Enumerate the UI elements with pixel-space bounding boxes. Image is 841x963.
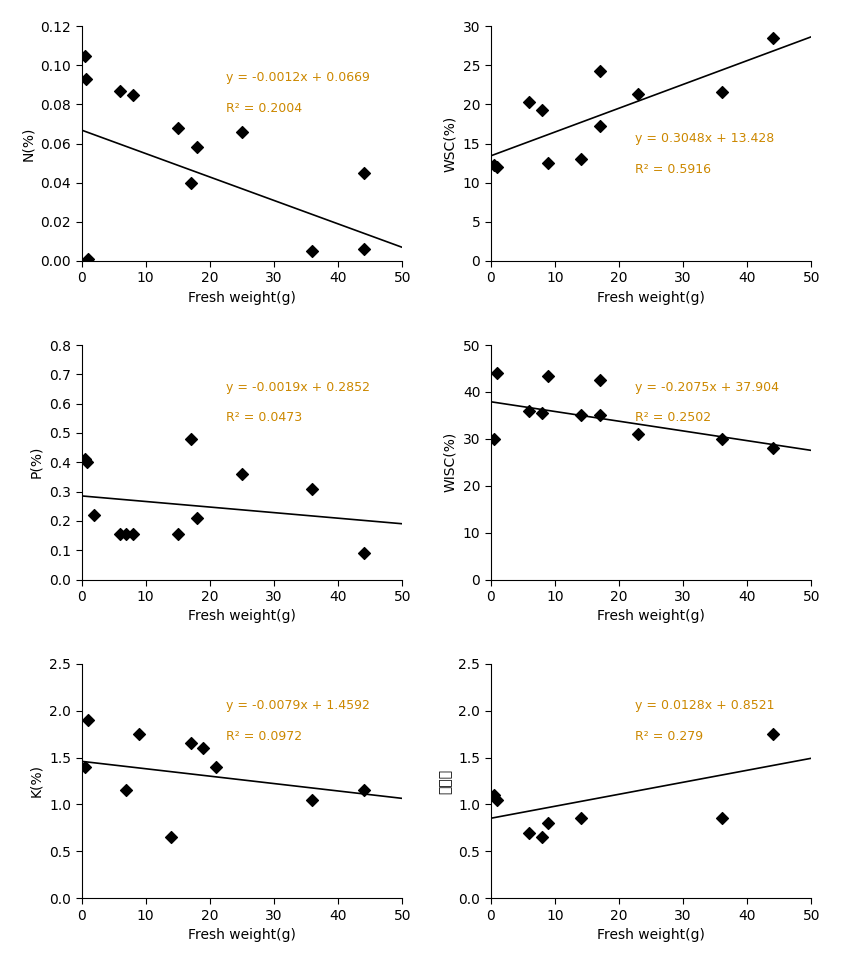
Point — [235, 466, 249, 482]
Point — [536, 829, 549, 845]
Text: R² = 0.0972: R² = 0.0972 — [226, 730, 302, 742]
X-axis label: Fresh weight(g): Fresh weight(g) — [188, 291, 296, 305]
Point — [209, 759, 223, 774]
Point — [190, 510, 204, 526]
Point — [574, 811, 587, 826]
Y-axis label: K(%): K(%) — [29, 765, 44, 797]
Text: R² = 0.0473: R² = 0.0473 — [226, 411, 302, 425]
Point — [536, 405, 549, 421]
X-axis label: Fresh weight(g): Fresh weight(g) — [597, 928, 705, 942]
Point — [766, 31, 780, 46]
Point — [536, 102, 549, 117]
Point — [197, 741, 210, 756]
Y-axis label: WSC(%): WSC(%) — [443, 116, 458, 171]
Point — [114, 83, 127, 98]
Point — [542, 816, 555, 831]
Point — [542, 368, 555, 383]
Point — [126, 527, 140, 542]
Text: R² = 0.2502: R² = 0.2502 — [635, 411, 711, 425]
Point — [119, 783, 133, 798]
Text: y = -0.2075x + 37.904: y = -0.2075x + 37.904 — [635, 380, 779, 394]
Point — [184, 175, 198, 191]
Point — [357, 166, 371, 181]
Point — [542, 155, 555, 170]
Y-axis label: 사포닌: 사포닌 — [439, 768, 452, 794]
Point — [715, 85, 728, 100]
Point — [574, 151, 587, 167]
Point — [632, 427, 645, 442]
Point — [593, 117, 606, 133]
Point — [306, 792, 320, 807]
Point — [82, 251, 95, 267]
Point — [78, 759, 92, 774]
Point — [593, 407, 606, 423]
Point — [593, 64, 606, 79]
Point — [79, 71, 93, 87]
Point — [487, 158, 500, 173]
Point — [357, 242, 371, 257]
Point — [114, 527, 127, 542]
Point — [632, 87, 645, 102]
Point — [126, 87, 140, 102]
Point — [171, 527, 184, 542]
Point — [306, 481, 320, 496]
Point — [490, 792, 504, 807]
Point — [715, 431, 728, 447]
Text: R² = 0.279: R² = 0.279 — [635, 730, 703, 742]
Point — [522, 403, 536, 418]
Point — [78, 452, 92, 467]
Point — [80, 455, 93, 470]
Point — [184, 431, 198, 447]
Text: R² = 0.5916: R² = 0.5916 — [635, 163, 711, 176]
Point — [490, 159, 504, 174]
Y-axis label: WISC(%): WISC(%) — [443, 432, 458, 492]
Text: y = -0.0019x + 0.2852: y = -0.0019x + 0.2852 — [226, 380, 370, 394]
Point — [235, 124, 249, 140]
Text: R² = 0.2004: R² = 0.2004 — [226, 102, 302, 115]
Y-axis label: P(%): P(%) — [29, 446, 44, 479]
Point — [133, 726, 146, 742]
Point — [487, 431, 500, 447]
Point — [184, 736, 198, 751]
Point — [165, 829, 178, 845]
Point — [306, 244, 320, 259]
Point — [357, 545, 371, 560]
Point — [171, 120, 184, 136]
Point — [574, 407, 587, 423]
Text: y = 0.3048x + 13.428: y = 0.3048x + 13.428 — [635, 132, 775, 145]
Point — [593, 373, 606, 388]
X-axis label: Fresh weight(g): Fresh weight(g) — [597, 291, 705, 305]
Point — [119, 527, 133, 542]
Point — [487, 788, 500, 803]
Y-axis label: N(%): N(%) — [21, 126, 34, 161]
Point — [82, 713, 95, 728]
Text: y = 0.0128x + 0.8521: y = 0.0128x + 0.8521 — [635, 699, 775, 713]
Point — [522, 825, 536, 841]
Text: y = -0.0079x + 1.4592: y = -0.0079x + 1.4592 — [226, 699, 370, 713]
Point — [87, 508, 101, 523]
X-axis label: Fresh weight(g): Fresh weight(g) — [188, 928, 296, 942]
Point — [766, 726, 780, 742]
Point — [522, 94, 536, 110]
X-axis label: Fresh weight(g): Fresh weight(g) — [597, 610, 705, 623]
Point — [490, 365, 504, 380]
Point — [766, 440, 780, 455]
Point — [715, 811, 728, 826]
Point — [78, 48, 92, 64]
Point — [357, 783, 371, 798]
X-axis label: Fresh weight(g): Fresh weight(g) — [188, 610, 296, 623]
Text: y = -0.0012x + 0.0669: y = -0.0012x + 0.0669 — [226, 71, 370, 85]
Point — [190, 140, 204, 155]
